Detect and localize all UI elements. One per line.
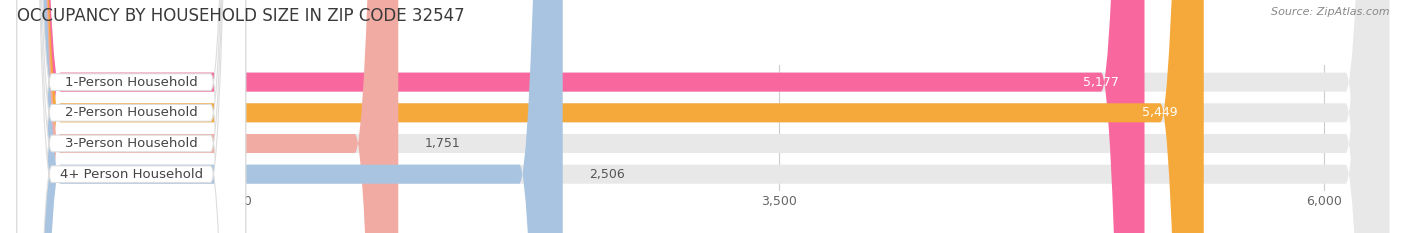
Text: Source: ZipAtlas.com: Source: ZipAtlas.com [1271,7,1389,17]
FancyBboxPatch shape [17,0,398,233]
FancyBboxPatch shape [17,0,246,233]
FancyBboxPatch shape [17,0,246,233]
FancyBboxPatch shape [17,0,1389,233]
FancyBboxPatch shape [17,0,1389,233]
Text: 5,449: 5,449 [1142,106,1178,119]
FancyBboxPatch shape [17,0,1389,233]
FancyBboxPatch shape [17,0,246,233]
Text: 4+ Person Household: 4+ Person Household [59,168,202,181]
Text: 1,751: 1,751 [425,137,460,150]
Text: 1-Person Household: 1-Person Household [65,76,198,89]
FancyBboxPatch shape [17,0,1389,233]
Text: 3-Person Household: 3-Person Household [65,137,198,150]
Text: 2,506: 2,506 [589,168,624,181]
Text: OCCUPANCY BY HOUSEHOLD SIZE IN ZIP CODE 32547: OCCUPANCY BY HOUSEHOLD SIZE IN ZIP CODE … [17,7,464,25]
FancyBboxPatch shape [17,0,1204,233]
Text: 2-Person Household: 2-Person Household [65,106,198,119]
FancyBboxPatch shape [17,0,562,233]
FancyBboxPatch shape [17,0,246,233]
FancyBboxPatch shape [17,0,1144,233]
Text: 5,177: 5,177 [1083,76,1118,89]
